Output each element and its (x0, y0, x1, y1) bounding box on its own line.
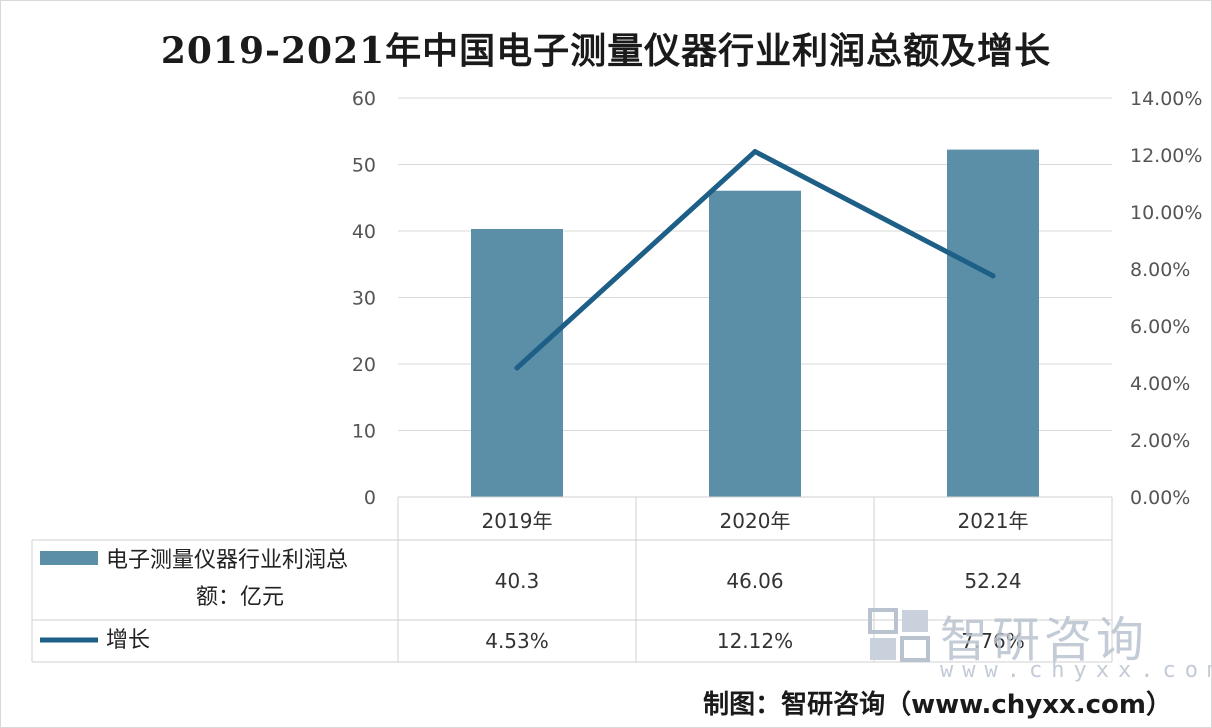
left-tick-label: 60 (352, 88, 376, 110)
legend-line-label: 增长 (106, 628, 150, 653)
line-point (752, 149, 758, 155)
source-note: 制图：智研咨询（www.chyxx.com） (703, 690, 1172, 720)
legend-bar-label-line1: 电子测量仪器行业利润总 (106, 548, 348, 573)
left-tick-label: 0 (364, 487, 376, 509)
bar-value-label: 40.3 (495, 569, 540, 593)
chart-title: 2019-2021年中国电子测量仪器行业利润总额及增长 (160, 30, 1052, 72)
left-tick-label: 10 (352, 421, 376, 443)
growth-value-label: 4.53% (485, 629, 549, 653)
category-label: 2020年 (720, 509, 791, 533)
line-point (514, 365, 520, 371)
watermark-url: www.chyxx.com (940, 658, 1212, 683)
bar-value-label: 46.06 (726, 569, 783, 593)
category-label: 2021年 (958, 509, 1029, 533)
line-series (514, 149, 996, 371)
legend: 电子测量仪器行业利润总 额：亿元 增长 (40, 548, 348, 653)
right-axis: 0.00% 2.00% 4.00% 6.00% 8.00% 10.00% 12.00% 14.… (1130, 88, 1202, 509)
watermark: 智研咨询 www.chyxx.com (868, 600, 1212, 690)
right-tick-label: 4.00% (1130, 373, 1190, 395)
bar-value-label: 52.24 (964, 569, 1021, 593)
right-tick-label: 12.00% (1130, 145, 1202, 167)
bar (709, 190, 801, 498)
right-tick-label: 8.00% (1130, 259, 1190, 281)
right-tick-label: 2.00% (1130, 430, 1190, 452)
watermark-name: 智研咨询 (940, 612, 1149, 668)
growth-value-label: 7.76% (961, 629, 1025, 653)
data-table: 2019年 40.3 4.53% 2020年 46.06 12.12% 2021年 52.24… (31, 496, 1113, 663)
left-axis: 0 10 20 30 40 50 60 (352, 88, 376, 509)
bar-series (471, 149, 1039, 498)
watermark-logo-icon (868, 608, 930, 662)
left-tick-label: 20 (352, 354, 376, 376)
bar (471, 229, 563, 497)
legend-bar-label-line2: 额：亿元 (196, 585, 284, 610)
right-tick-label: 14.00% (1130, 88, 1202, 110)
left-tick-label: 50 (352, 155, 376, 177)
left-tick-label: 40 (352, 221, 376, 243)
right-tick-label: 10.00% (1130, 202, 1202, 224)
right-tick-label: 0.00% (1130, 487, 1190, 509)
left-tick-label: 30 (352, 288, 376, 310)
bar (947, 149, 1039, 497)
legend-bar-swatch (40, 551, 98, 565)
right-tick-label: 6.00% (1130, 316, 1190, 338)
line-point (990, 273, 996, 279)
category-label: 2019年 (482, 509, 553, 533)
growth-value-label: 12.12% (717, 629, 793, 653)
